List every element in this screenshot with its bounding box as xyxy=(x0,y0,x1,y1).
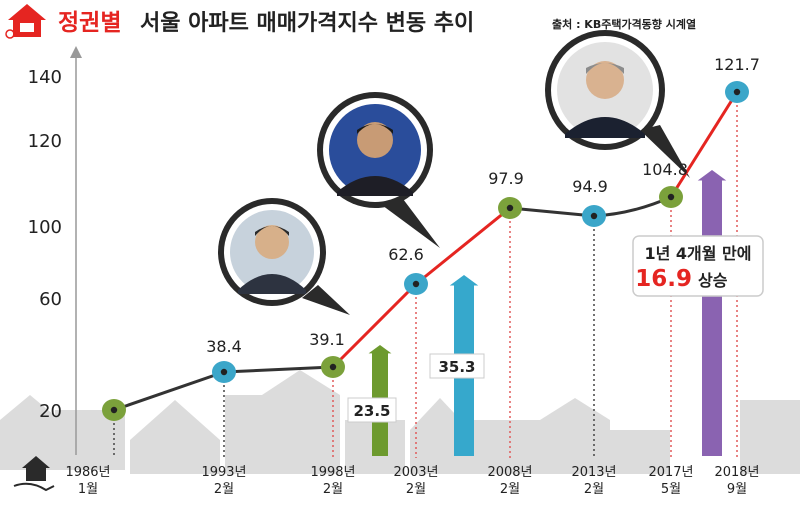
data-point-center xyxy=(590,212,598,220)
rise-arrow-purple xyxy=(697,170,727,456)
x-tick-label-month: 5월 xyxy=(661,482,681,497)
series-segment xyxy=(415,206,511,286)
value-label: 38.4 xyxy=(206,337,242,356)
x-tick-label-month: 1월 xyxy=(78,482,98,497)
source-note: 출처 : KB주택가격동향 시계열 xyxy=(552,17,696,31)
value-label: 62.6 xyxy=(388,245,424,264)
x-tick-label-month: 2월 xyxy=(323,482,343,497)
person-hair xyxy=(255,226,289,236)
person-head xyxy=(255,225,289,259)
rise-label: 23.5 xyxy=(353,402,390,420)
data-point-center xyxy=(220,368,228,376)
data-point-center xyxy=(329,363,337,371)
value-label: 94.9 xyxy=(572,177,608,196)
data-points xyxy=(102,81,749,421)
y-axis-ticks: 20 60 100 120 140 xyxy=(28,67,62,422)
callout-suffix: 상승 xyxy=(698,271,728,290)
callout-value: 16.9 xyxy=(635,266,692,292)
data-point-center xyxy=(110,406,118,414)
x-tick-label-year: 2018년 xyxy=(714,465,759,480)
person-suit xyxy=(337,176,413,196)
y-tick-label: 20 xyxy=(39,401,62,422)
page-title: 서울 아파트 매매가격지수 변동 추이 xyxy=(140,11,474,36)
x-tick-label-year: 1986년 xyxy=(65,465,110,480)
series-segment xyxy=(223,365,334,374)
x-tick-label-month: 2월 xyxy=(406,482,426,497)
series-segment xyxy=(669,91,739,198)
person-head xyxy=(357,122,393,158)
portrait-bubble-3 xyxy=(545,30,690,178)
data-point-center xyxy=(667,193,675,201)
bottom-home-icon xyxy=(13,456,55,492)
person-suit xyxy=(238,274,306,294)
value-label: 97.9 xyxy=(488,169,524,188)
portrait-bubble-2 xyxy=(317,92,440,248)
value-label: 104.8 xyxy=(642,160,688,179)
x-tick-label-year: 2017년 xyxy=(648,465,693,480)
callout-line1: 1년 4개월 만에 xyxy=(644,244,751,263)
x-tick-label-month: 2월 xyxy=(500,482,520,497)
x-tick-label-year: 2008년 xyxy=(487,465,532,480)
ground-band xyxy=(0,474,800,510)
y-tick-label: 140 xyxy=(28,67,62,88)
data-point-center xyxy=(412,280,420,288)
person-hair xyxy=(357,124,393,134)
y-tick-label: 100 xyxy=(28,217,62,238)
x-tick-label-year: 1998년 xyxy=(310,465,355,480)
house-silhouettes xyxy=(0,370,800,475)
rise-label: 35.3 xyxy=(438,358,475,376)
x-tick-label-year: 1993년 xyxy=(201,465,246,480)
y-tick-label: 120 xyxy=(28,131,62,152)
x-tick-label-year: 2003년 xyxy=(393,465,438,480)
data-point-center xyxy=(506,204,514,212)
value-labels: 38.4 39.1 62.6 97.9 94.9 104.8 121.7 xyxy=(206,55,760,356)
x-tick-label-year: 2013년 xyxy=(571,465,616,480)
series-segment xyxy=(113,370,225,412)
y-tick-label: 60 xyxy=(39,289,62,310)
home-icon xyxy=(5,4,46,39)
person-hair xyxy=(586,63,624,74)
rise-label-box xyxy=(347,397,397,423)
x-tick-label-month: 2월 xyxy=(214,482,234,497)
x-axis-labels: 1986년 1월 1993년 2월 1998년 2월 2003년 2월 2008년 2월 2013년… xyxy=(65,465,759,497)
value-label: 121.7 xyxy=(714,55,760,74)
drop-lines xyxy=(113,100,738,458)
person-suit xyxy=(565,117,645,138)
x-tick-label-month: 2월 xyxy=(584,482,604,497)
title-prefix: 정권별 xyxy=(58,10,121,36)
callout-box: 1년 4개월 만에 16.9 상승 xyxy=(632,235,764,297)
person-head xyxy=(586,61,624,99)
series-segment xyxy=(331,282,418,369)
data-point-center xyxy=(733,88,741,96)
rise-label-box xyxy=(429,353,485,379)
value-label: 39.1 xyxy=(309,330,345,349)
x-tick-label-month: 9월 xyxy=(727,482,747,497)
portrait-bubble-1 xyxy=(218,198,350,315)
y-axis-arrowhead xyxy=(70,46,82,58)
